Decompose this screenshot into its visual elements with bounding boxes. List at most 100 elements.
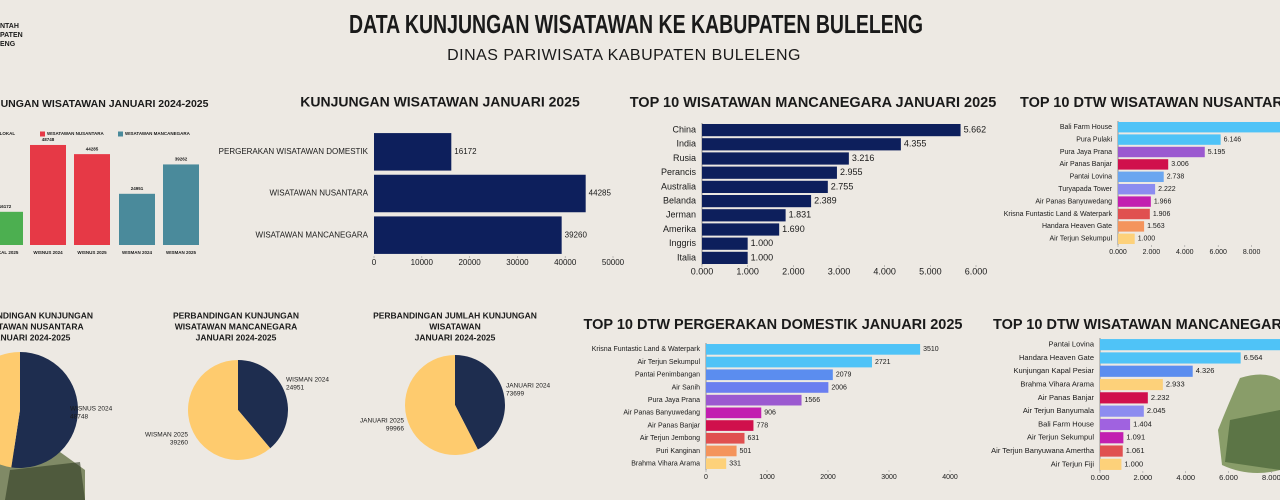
y-tick-label: Air Panas Banjar [647, 422, 700, 429]
value-label: 778 [756, 422, 768, 429]
y-tick-label: Air Terjun Sekumpul [637, 359, 700, 366]
x-tick-label: 2.000 [1133, 473, 1152, 482]
bar [1100, 445, 1123, 457]
value-label: 6.146 [1224, 136, 1242, 143]
bar [374, 174, 586, 213]
bar [1100, 392, 1148, 404]
bar [374, 133, 452, 171]
x-tick-label: 20000 [458, 258, 481, 267]
x-tick-label: 2.000 [782, 266, 805, 276]
value-label: 2079 [836, 372, 852, 379]
pie-chart: PERBANDINGAN JUMLAH KUNJUNGANWISATAWANJA… [360, 310, 550, 455]
bar [702, 123, 961, 137]
chart-title: TOP 10 WISATAWAN MANCANEGARA JANUARI 202… [630, 95, 997, 111]
bar [30, 144, 66, 245]
y-tick-label: Jerman [666, 210, 696, 220]
pie-slice [188, 360, 271, 460]
bar [1100, 418, 1131, 431]
y-tick-label: Air Terjun Sekumpul [1027, 433, 1094, 442]
y-tick-label: Air Sanih [672, 384, 701, 391]
bar [1100, 352, 1241, 364]
legend-label: WISATAWAN MANCANEGARA [125, 131, 191, 136]
value-label: 1.831 [789, 210, 812, 220]
bar [1100, 378, 1163, 391]
horizontal-bar-chart: TOP 10 DTW PERGERAKAN DOMESTIK JANUARI 2… [584, 317, 963, 481]
value-label: 501 [740, 448, 752, 455]
y-tick-label: Pura Pulaki [1076, 136, 1112, 143]
photo-decoration [0, 374, 1280, 500]
y-tick-label: Air Terjun Banyumala [1023, 406, 1095, 415]
x-tick-label: WISMAN 2024 [122, 250, 153, 255]
value-label: 2.389 [814, 195, 837, 205]
horizontal-bar-chart: KUNJUNGAN WISATAWAN JANUARI 2025 0 10000 20… [219, 94, 625, 267]
value-label: 2006 [831, 384, 847, 391]
logo-text: PATEN [0, 32, 23, 39]
bar [706, 369, 833, 381]
x-tick-label: 1000 [759, 474, 775, 481]
value-label: 2.045 [1147, 406, 1166, 415]
slice-label: JANUARI 2024 [506, 383, 550, 390]
value-label: 48748 [42, 137, 55, 142]
pie-slice [405, 355, 478, 455]
x-tick-label: WISNUS 2024 [33, 250, 63, 255]
bar [702, 251, 748, 265]
pie-slice [0, 352, 20, 468]
chart-title: JANUARI 2024-2025 [196, 332, 277, 342]
legend-label: WISATAWAN LOKAL [0, 131, 15, 136]
x-tick-label: 0 [372, 258, 377, 267]
pie-slice [11, 352, 78, 468]
value-label: 4.355 [904, 139, 927, 149]
x-tick-label: 3.000 [828, 266, 851, 276]
x-tick-label: 2000 [820, 474, 836, 481]
y-tick-label: Air Panas Banjar [1059, 161, 1112, 168]
value-label: 16172 [454, 147, 477, 156]
y-tick-label: Australia [661, 181, 696, 191]
bar [1118, 121, 1280, 133]
slice-value: 24951 [286, 385, 304, 392]
y-tick-label: Brahma Vihara Arama [631, 460, 700, 467]
bar [706, 344, 921, 355]
page-title: DATA KUNJUNGAN WISATAWAN KE KABUPATEN BU… [349, 9, 923, 39]
y-tick-label: Air Panas Banjar [1038, 393, 1095, 402]
y-tick-label: Bali Farm House [1060, 124, 1112, 131]
y-tick-label: Krisna Funtastic Land & Waterpark [1004, 211, 1113, 218]
bar [74, 154, 110, 245]
bar [706, 458, 727, 469]
chart-title: TOP 10 DTW PERGERAKAN DOMESTIK JANUARI 2… [584, 317, 963, 333]
value-label: 906 [764, 410, 776, 417]
bar [702, 180, 828, 194]
x-tick-label: LOKAL 2025 [0, 250, 19, 255]
bar [706, 356, 872, 368]
bar [1118, 146, 1205, 158]
x-tick-label: 4.000 [1176, 249, 1194, 256]
value-label: 39262 [175, 157, 188, 162]
bar [374, 216, 562, 254]
x-tick-label: 3000 [881, 474, 897, 481]
y-tick-label: Pura Jaya Prana [1060, 149, 1112, 156]
x-tick-label: 4.000 [1176, 473, 1195, 482]
value-label: 1.000 [751, 252, 774, 262]
x-tick-label: 8.000 [1243, 249, 1261, 256]
x-tick-label: 0.000 [691, 266, 714, 276]
x-tick-label: 40000 [554, 258, 577, 267]
bar [702, 209, 786, 222]
x-tick-label: 0.000 [1109, 249, 1127, 256]
chart-title: WISATAWAN MANCANEGARA [175, 321, 297, 331]
chart-title: PERBANDINGAN KUNJUNGAN [0, 310, 93, 320]
value-label: 1566 [805, 397, 821, 404]
horizontal-bar-chart: TOP 10 WISATAWAN MANCANEGARA JANUARI 202… [630, 95, 997, 277]
horizontal-bar-chart: TOP 10 DTW WISATAWAN NUSANTARA J 0.000 2.0… [1004, 95, 1280, 256]
x-tick-label: 6.000 [1209, 249, 1227, 256]
value-label: 2.232 [1151, 393, 1170, 402]
value-label: 2721 [875, 359, 891, 366]
y-tick-label: Italia [677, 252, 696, 262]
value-label: 331 [729, 460, 741, 467]
value-label: 3510 [923, 346, 939, 353]
bar [1118, 208, 1150, 220]
slice-label: JANUARI 2025 [360, 418, 404, 425]
y-tick-label: Pantai Penimbangan [635, 372, 700, 379]
slice-label: WISMAN 2025 [145, 432, 188, 439]
